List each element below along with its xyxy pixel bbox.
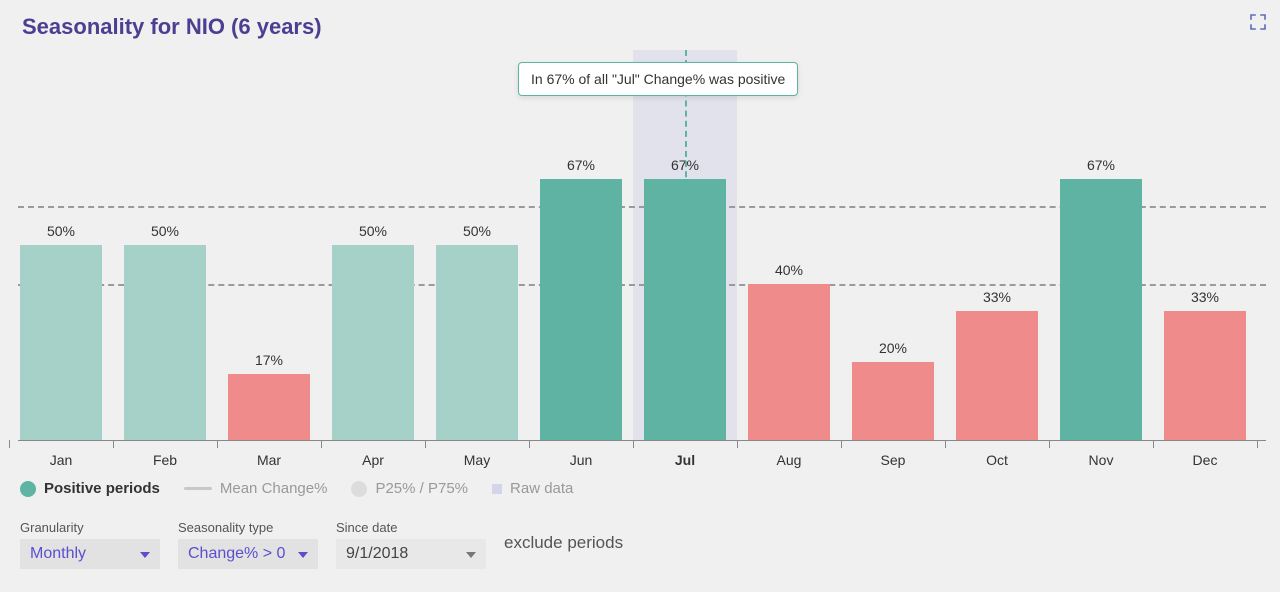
x-label: Aug xyxy=(777,452,802,468)
bar-sep[interactable]: 20% xyxy=(852,50,934,440)
legend-item[interactable]: Mean Change% xyxy=(184,480,328,497)
granularity-value: Monthly xyxy=(30,545,86,563)
bar-jan[interactable]: 50% xyxy=(20,50,102,440)
x-tick xyxy=(1153,440,1154,448)
x-label: May xyxy=(464,452,490,468)
x-tick xyxy=(945,440,946,448)
bar-value-label: 20% xyxy=(852,340,934,356)
bar-value-label: 33% xyxy=(956,289,1038,305)
chart-legend: Positive periods Mean Change% P25% / P75% R… xyxy=(20,480,573,497)
bar xyxy=(1164,311,1246,440)
bar xyxy=(852,362,934,440)
seasonality-type-control: Seasonality type Change% > 0 xyxy=(178,520,318,569)
page-title: Seasonality for NIO (6 years) xyxy=(0,0,1280,40)
legend-marker xyxy=(20,481,36,497)
highlight-line xyxy=(685,50,687,440)
x-tick xyxy=(1257,440,1258,448)
bar-nov[interactable]: 67% xyxy=(1060,50,1142,440)
x-label: Jul xyxy=(675,452,695,468)
exclude-periods-link[interactable]: exclude periods xyxy=(504,533,623,557)
x-tick xyxy=(633,440,634,448)
bar-aug[interactable]: 40% xyxy=(748,50,830,440)
bar-value-label: 17% xyxy=(228,352,310,368)
legend-label: Positive periods xyxy=(44,480,160,497)
bar-jun[interactable]: 67% xyxy=(540,50,622,440)
bar xyxy=(20,245,102,440)
x-label: Mar xyxy=(257,452,281,468)
bar-apr[interactable]: 50% xyxy=(332,50,414,440)
bar-value-label: 50% xyxy=(124,223,206,239)
x-label: Feb xyxy=(153,452,177,468)
legend-marker xyxy=(351,481,367,497)
bar-dec[interactable]: 33% xyxy=(1164,50,1246,440)
legend-item[interactable]: Raw data xyxy=(492,480,573,497)
legend-label: Mean Change% xyxy=(220,480,328,497)
granularity-select[interactable]: Monthly xyxy=(20,539,160,569)
x-label: Jun xyxy=(570,452,593,468)
caret-down-icon xyxy=(140,545,150,563)
x-label: Nov xyxy=(1089,452,1114,468)
bar xyxy=(436,245,518,440)
x-tick xyxy=(841,440,842,448)
bar-value-label: 50% xyxy=(20,223,102,239)
since-date-select[interactable]: 9/1/2018 xyxy=(336,539,486,569)
granularity-label: Granularity xyxy=(20,520,160,535)
x-label: Jan xyxy=(50,452,73,468)
caret-down-icon xyxy=(298,545,308,563)
bar-value-label: 50% xyxy=(436,223,518,239)
bar xyxy=(332,245,414,440)
caret-down-icon xyxy=(466,545,476,563)
bar xyxy=(956,311,1038,440)
bar-value-label: 67% xyxy=(1060,157,1142,173)
x-tick xyxy=(321,440,322,448)
bar xyxy=(748,284,830,440)
x-tick xyxy=(1049,440,1050,448)
bar-mar[interactable]: 17% xyxy=(228,50,310,440)
bar-may[interactable]: 50% xyxy=(436,50,518,440)
since-date-control: Since date 9/1/2018 xyxy=(336,520,486,569)
bar-value-label: 33% xyxy=(1164,289,1246,305)
x-tick xyxy=(217,440,218,448)
x-tick xyxy=(529,440,530,448)
bar xyxy=(540,179,622,440)
legend-label: Raw data xyxy=(510,480,573,497)
x-label: Oct xyxy=(986,452,1008,468)
bar-oct[interactable]: 33% xyxy=(956,50,1038,440)
bar-value-label: 50% xyxy=(332,223,414,239)
bar xyxy=(1060,179,1142,440)
chart-tooltip: In 67% of all "Jul" Change% was positive xyxy=(518,62,798,96)
legend-item[interactable]: P25% / P75% xyxy=(351,480,468,497)
seasonality-type-label: Seasonality type xyxy=(178,520,318,535)
legend-marker xyxy=(492,484,502,494)
x-tick xyxy=(113,440,114,448)
seasonality-type-value: Change% > 0 xyxy=(188,545,285,563)
bar xyxy=(124,245,206,440)
bar-value-label: 67% xyxy=(540,157,622,173)
controls-row: Granularity Monthly Seasonality type Cha… xyxy=(20,520,623,569)
seasonality-chart: 50%50%17%50%50%67%67%40%20%33%67%33%JanF… xyxy=(18,50,1266,440)
x-tick xyxy=(425,440,426,448)
x-label: Sep xyxy=(881,452,906,468)
x-axis xyxy=(18,440,1266,441)
since-date-label: Since date xyxy=(336,520,486,535)
granularity-control: Granularity Monthly xyxy=(20,520,160,569)
bar-value-label: 40% xyxy=(748,262,830,278)
x-tick xyxy=(737,440,738,448)
legend-label: P25% / P75% xyxy=(375,480,468,497)
seasonality-type-select[interactable]: Change% > 0 xyxy=(178,539,318,569)
x-label: Dec xyxy=(1193,452,1218,468)
bar xyxy=(228,374,310,440)
x-tick xyxy=(9,440,10,448)
since-date-value: 9/1/2018 xyxy=(346,545,408,563)
expand-icon[interactable] xyxy=(1250,14,1266,30)
bar-feb[interactable]: 50% xyxy=(124,50,206,440)
x-label: Apr xyxy=(362,452,384,468)
legend-marker xyxy=(184,487,212,490)
legend-item[interactable]: Positive periods xyxy=(20,480,160,497)
